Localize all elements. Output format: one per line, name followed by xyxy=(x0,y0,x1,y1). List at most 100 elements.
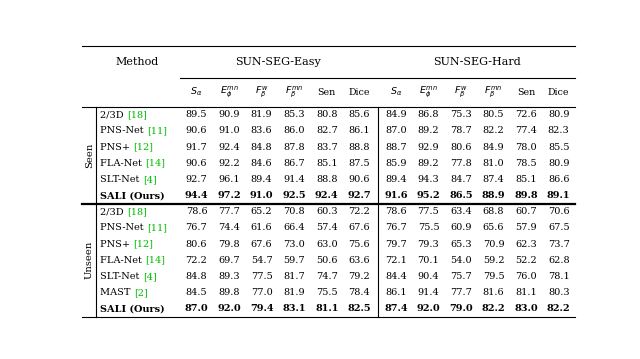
Text: 70.6: 70.6 xyxy=(548,207,570,216)
Text: 81.9: 81.9 xyxy=(251,110,273,119)
Text: $F_{\beta}^{mn}$: $F_{\beta}^{mn}$ xyxy=(285,85,303,100)
Text: 85.1: 85.1 xyxy=(316,159,337,168)
Text: 83.7: 83.7 xyxy=(316,143,338,151)
Text: 79.8: 79.8 xyxy=(218,239,240,248)
Text: 89.2: 89.2 xyxy=(418,126,439,135)
Text: 83.6: 83.6 xyxy=(251,126,273,135)
Text: 82.2: 82.2 xyxy=(482,304,506,313)
Text: SUN-SEG-Hard: SUN-SEG-Hard xyxy=(433,57,521,67)
Text: 78.7: 78.7 xyxy=(450,126,472,135)
Text: 79.7: 79.7 xyxy=(385,239,407,248)
Text: 96.1: 96.1 xyxy=(218,175,240,184)
Text: 77.7: 77.7 xyxy=(450,288,472,297)
Text: 92.9: 92.9 xyxy=(418,143,439,151)
Text: 80.6: 80.6 xyxy=(451,143,472,151)
Text: 80.3: 80.3 xyxy=(548,288,570,297)
Text: 89.8: 89.8 xyxy=(218,288,240,297)
Text: 86.8: 86.8 xyxy=(418,110,439,119)
Text: 52.2: 52.2 xyxy=(515,256,537,265)
Text: 84.6: 84.6 xyxy=(251,159,273,168)
Text: 60.7: 60.7 xyxy=(515,207,537,216)
Text: 81.1: 81.1 xyxy=(315,304,339,313)
Text: 81.6: 81.6 xyxy=(483,288,504,297)
Text: 72.2: 72.2 xyxy=(348,207,371,216)
Text: 84.9: 84.9 xyxy=(483,143,504,151)
Text: 91.0: 91.0 xyxy=(218,126,240,135)
Text: 86.1: 86.1 xyxy=(385,288,406,297)
Text: 87.0: 87.0 xyxy=(184,304,209,313)
Text: SUN-SEG-Easy: SUN-SEG-Easy xyxy=(235,57,321,67)
Text: $F_{\beta}^{w}$: $F_{\beta}^{w}$ xyxy=(255,85,268,100)
Text: 2/3D: 2/3D xyxy=(100,207,127,216)
Text: 80.5: 80.5 xyxy=(483,110,504,119)
Text: 66.4: 66.4 xyxy=(284,223,305,232)
Text: 73.0: 73.0 xyxy=(284,239,305,248)
Text: 92.7: 92.7 xyxy=(186,175,207,184)
Text: 91.7: 91.7 xyxy=(186,143,207,151)
Text: 54.7: 54.7 xyxy=(251,256,273,265)
Text: 92.0: 92.0 xyxy=(217,304,241,313)
Text: 92.4: 92.4 xyxy=(218,143,240,151)
Text: 92.2: 92.2 xyxy=(218,159,240,168)
Text: SALI (Ours): SALI (Ours) xyxy=(100,304,165,313)
Text: Dice: Dice xyxy=(349,88,370,97)
Text: 77.0: 77.0 xyxy=(251,288,273,297)
Text: 85.6: 85.6 xyxy=(349,110,370,119)
Text: 88.8: 88.8 xyxy=(316,175,337,184)
Text: 86.7: 86.7 xyxy=(284,159,305,168)
Text: 76.7: 76.7 xyxy=(385,223,407,232)
Text: 72.6: 72.6 xyxy=(515,110,537,119)
Text: $S_{\alpha}$: $S_{\alpha}$ xyxy=(190,86,203,98)
Text: FLA-Net: FLA-Net xyxy=(100,159,145,168)
Text: 50.6: 50.6 xyxy=(316,256,337,265)
Text: 84.7: 84.7 xyxy=(450,175,472,184)
Text: 75.7: 75.7 xyxy=(450,272,472,281)
Text: 90.9: 90.9 xyxy=(218,110,240,119)
Text: 82.3: 82.3 xyxy=(548,126,570,135)
Text: 90.4: 90.4 xyxy=(418,272,439,281)
Text: 57.9: 57.9 xyxy=(515,223,537,232)
Text: 84.4: 84.4 xyxy=(385,272,407,281)
Text: 84.8: 84.8 xyxy=(251,143,273,151)
Text: 74.4: 74.4 xyxy=(218,223,240,232)
Text: Sen: Sen xyxy=(317,88,336,97)
Text: Unseen: Unseen xyxy=(85,241,94,279)
Text: PNS-Net: PNS-Net xyxy=(100,126,147,135)
Text: $F_{\beta}^{w}$: $F_{\beta}^{w}$ xyxy=(454,85,468,100)
Text: 69.7: 69.7 xyxy=(218,256,240,265)
Text: 87.4: 87.4 xyxy=(384,304,408,313)
Text: 92.0: 92.0 xyxy=(417,304,440,313)
Text: 78.1: 78.1 xyxy=(548,272,570,281)
Text: 89.4: 89.4 xyxy=(251,175,273,184)
Text: [2]: [2] xyxy=(134,288,148,297)
Text: [14]: [14] xyxy=(145,256,165,265)
Text: [4]: [4] xyxy=(143,175,157,184)
Text: 84.9: 84.9 xyxy=(385,110,406,119)
Text: 92.4: 92.4 xyxy=(315,191,339,200)
Text: 70.8: 70.8 xyxy=(284,207,305,216)
Text: 92.5: 92.5 xyxy=(282,191,306,200)
Text: 83.1: 83.1 xyxy=(282,304,306,313)
Text: 82.7: 82.7 xyxy=(316,126,338,135)
Text: 79.3: 79.3 xyxy=(417,239,439,248)
Text: 89.5: 89.5 xyxy=(186,110,207,119)
Text: 83.0: 83.0 xyxy=(515,304,538,313)
Text: 86.0: 86.0 xyxy=(284,126,305,135)
Text: 75.5: 75.5 xyxy=(316,288,337,297)
Text: 89.4: 89.4 xyxy=(385,175,406,184)
Text: 77.5: 77.5 xyxy=(251,272,273,281)
Text: 81.1: 81.1 xyxy=(515,288,537,297)
Text: 90.6: 90.6 xyxy=(186,126,207,135)
Text: 75.6: 75.6 xyxy=(349,239,370,248)
Text: 80.9: 80.9 xyxy=(548,110,570,119)
Text: 85.9: 85.9 xyxy=(385,159,406,168)
Text: [11]: [11] xyxy=(147,223,167,232)
Text: Sen: Sen xyxy=(517,88,535,97)
Text: 77.8: 77.8 xyxy=(450,159,472,168)
Text: 73.7: 73.7 xyxy=(548,239,570,248)
Text: 91.4: 91.4 xyxy=(417,288,439,297)
Text: 75.5: 75.5 xyxy=(418,223,439,232)
Text: 77.5: 77.5 xyxy=(417,207,439,216)
Text: 63.4: 63.4 xyxy=(450,207,472,216)
Text: [18]: [18] xyxy=(127,207,147,216)
